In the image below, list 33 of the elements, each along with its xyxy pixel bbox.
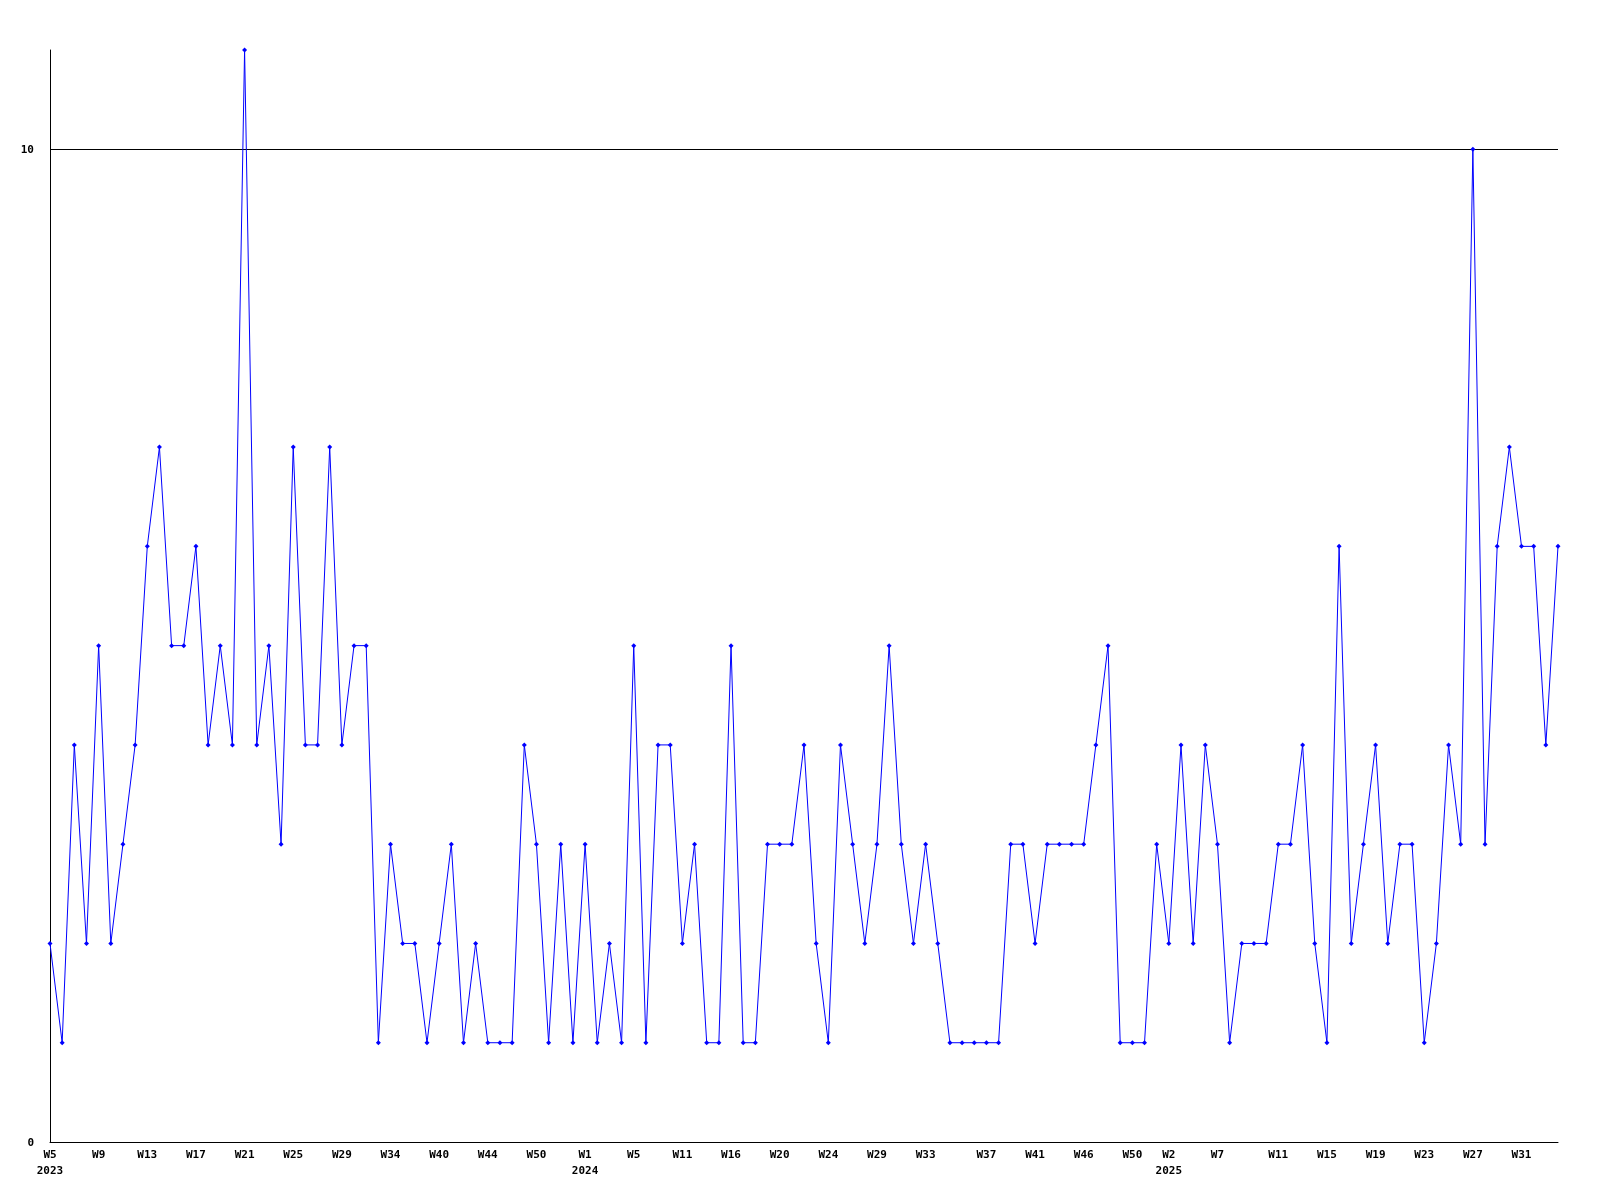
x-tick-label: W20 — [769, 1147, 790, 1161]
x-tick-label: W25 — [283, 1147, 304, 1161]
y-tick-label: 0 — [27, 1135, 34, 1149]
x-tick-label: W44 — [477, 1147, 499, 1161]
x-tick-label: W24 — [818, 1147, 839, 1161]
x-tick-label: W11 — [672, 1147, 693, 1161]
x-tick-label: W29 — [331, 1147, 352, 1161]
x-tick-label: W19 — [1365, 1147, 1386, 1161]
x-tick-label: W9 — [92, 1147, 106, 1161]
x-tick-label: W40 — [429, 1147, 450, 1161]
x-tick-label: W50 — [1122, 1147, 1143, 1161]
x-tick-label: W33 — [915, 1147, 936, 1161]
x-tick-label: W34 — [380, 1147, 401, 1161]
x-tick-label: W41 — [1025, 1147, 1046, 1161]
x-tick-label: W13 — [137, 1147, 158, 1161]
x-tick-label: W1 2024 — [571, 1147, 599, 1177]
x-tick-label: W27 — [1462, 1147, 1483, 1161]
x-tick-label: W37 — [976, 1147, 997, 1161]
y-tick-label: 10 — [20, 142, 34, 156]
x-tick-label: W15 — [1317, 1147, 1337, 1161]
x-tick-label: W5 2023 — [36, 1147, 64, 1177]
x-tick-label: W31 — [1511, 1147, 1532, 1161]
x-tick-label: W29 — [867, 1147, 887, 1161]
x-tick-label: W21 — [234, 1147, 255, 1161]
x-tick-label: W7 — [1210, 1147, 1225, 1161]
x-tick-label: W16 — [721, 1147, 742, 1161]
x-tick-label: W11 — [1268, 1147, 1289, 1161]
x-tick-label: W2 2025 — [1155, 1147, 1183, 1177]
x-tick-label: W46 — [1073, 1147, 1095, 1161]
x-tick-label: W5 — [627, 1147, 641, 1161]
x-tick-label: W50 — [526, 1147, 547, 1161]
x-tick-label: W17 — [186, 1147, 206, 1161]
x-tick-label: W23 — [1414, 1147, 1435, 1161]
